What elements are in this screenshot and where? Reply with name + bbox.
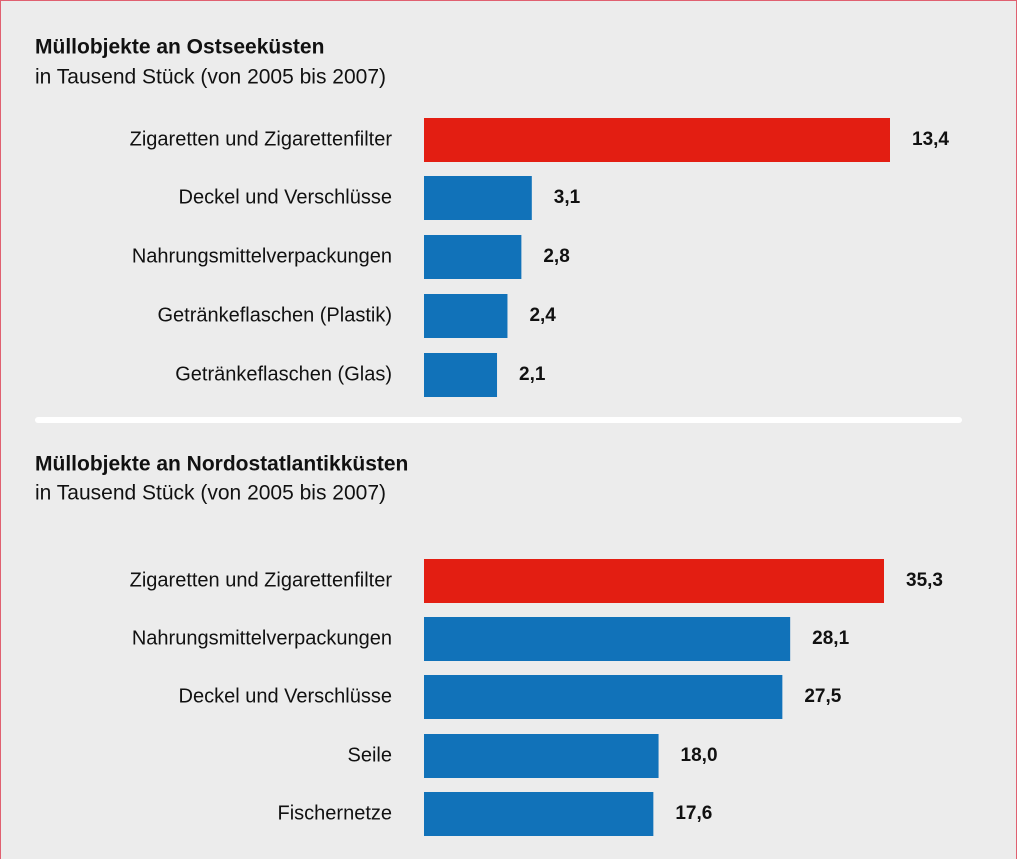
value-label: 3,1 — [554, 187, 581, 208]
category-label: Deckel und Verschlüsse — [179, 685, 392, 707]
bar — [424, 734, 659, 778]
category-label: Seile — [348, 744, 392, 766]
category-label: Deckel und Verschlüsse — [179, 186, 392, 208]
bar — [424, 675, 783, 719]
value-label: 2,8 — [543, 246, 569, 267]
category-label: Getränkeflaschen (Plastik) — [157, 304, 392, 326]
bar — [424, 118, 890, 162]
value-label: 28,1 — [812, 628, 849, 649]
bar — [424, 559, 884, 603]
category-label: Nahrungsmittelverpackungen — [132, 245, 392, 267]
bar — [424, 176, 532, 220]
value-label: 27,5 — [804, 686, 841, 707]
chart-subtitle: in Tausend Stück (von 2005 bis 2007) — [35, 482, 386, 505]
category-label: Getränkeflaschen (Glas) — [175, 363, 392, 385]
value-label: 35,3 — [906, 570, 943, 591]
bar — [424, 792, 654, 836]
category-label: Zigaretten und Zigarettenfilter — [130, 128, 393, 150]
value-label: 18,0 — [681, 745, 718, 766]
category-label: Zigaretten und Zigarettenfilter — [130, 569, 393, 591]
chart-title: Müllobjekte an Nordostatlantikküsten — [35, 453, 408, 476]
value-label: 2,1 — [519, 364, 546, 385]
divider — [35, 417, 962, 423]
bar — [424, 617, 791, 661]
value-label: 2,4 — [529, 305, 556, 326]
category-label: Nahrungsmittelverpackungen — [132, 627, 392, 649]
value-label: 13,4 — [912, 129, 949, 150]
bar — [424, 353, 498, 397]
bar — [424, 294, 508, 338]
chart-subtitle: in Tausend Stück (von 2005 bis 2007) — [35, 66, 386, 89]
chart-title: Müllobjekte an Ostseeküsten — [35, 36, 324, 59]
value-label: 17,6 — [675, 803, 712, 824]
bar — [424, 235, 522, 279]
category-label: Fischernetze — [278, 802, 393, 824]
